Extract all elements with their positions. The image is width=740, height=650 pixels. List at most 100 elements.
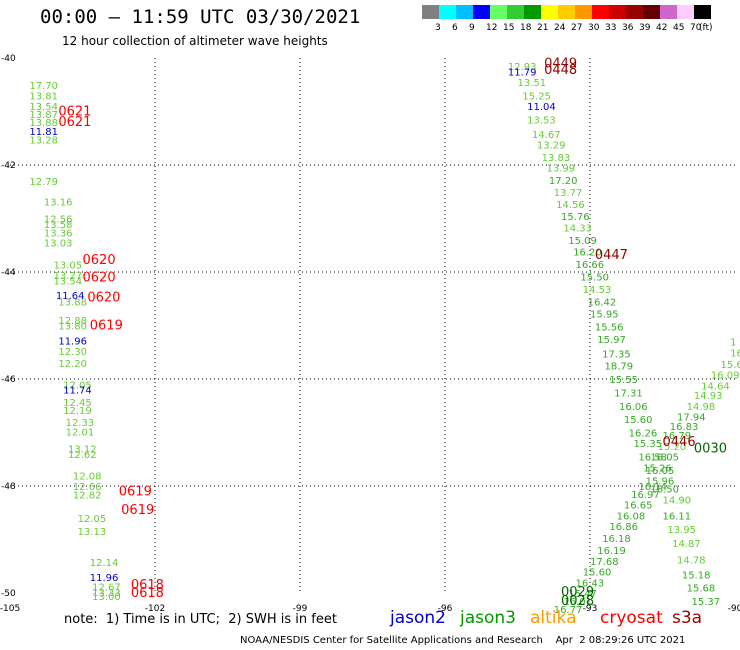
wave-height-label: 15.68 — [687, 584, 716, 595]
wave-height-label: 14.56 — [556, 200, 585, 211]
colorbar-label: 30 — [588, 23, 600, 33]
colorbar-swatch — [558, 5, 575, 19]
wave-height-label: 13.58 — [44, 220, 73, 231]
wave-height-label: 15.09 — [568, 236, 597, 247]
wave-height-label: 13.16 — [44, 197, 73, 208]
wave-height-label: 13.87 — [29, 110, 58, 121]
colorbar-label: 70 — [690, 23, 702, 33]
colorbar-swatch — [575, 5, 592, 19]
wave-height-label: 11.64 — [56, 291, 85, 302]
wave-height-label: 13.05 — [54, 261, 83, 272]
wave-height-label: 16.97 — [631, 490, 660, 501]
colorbar-swatch — [473, 5, 490, 19]
legend-jason2: jason2 — [390, 608, 446, 628]
wave-height-label: 12.05 — [63, 380, 92, 391]
lon-tick-label: -93 — [583, 604, 598, 614]
pass-time-label: 0620 — [83, 270, 116, 285]
pass-time-label: 0619 — [121, 503, 154, 518]
wave-height-label: 12.66 — [73, 482, 102, 493]
wave-height-label: 16.43 — [576, 578, 605, 589]
wave-height-label: 13.51 — [518, 78, 547, 89]
wave-height-label: 12.19 — [63, 406, 92, 417]
wave-height-label: 12.45 — [63, 398, 92, 409]
wave-height-label: 13.95 — [667, 525, 696, 536]
colorbar-swatch — [541, 5, 558, 19]
wave-height-label: 15.37 — [692, 597, 721, 608]
wave-height-label: 11.74 — [63, 386, 92, 397]
colorbar-label: 39 — [639, 23, 651, 33]
legend-jason3: jason3 — [460, 608, 516, 628]
wave-height-label: 16.58 — [638, 453, 667, 464]
colorbar-label: 18 — [520, 23, 532, 33]
wave-height-label: 15.76 — [561, 212, 590, 223]
colorbar-label: 45 — [673, 23, 685, 33]
wave-height-label: 17.31 — [614, 388, 643, 399]
colorbar-label: 27 — [571, 23, 583, 33]
wave-height-label: 15.26 — [643, 463, 672, 474]
wave-height-label: 12.88 — [58, 316, 87, 327]
wave-height-label: 16.06 — [619, 402, 648, 413]
wave-height-label: 15.55 — [609, 375, 638, 386]
wave-height-label: 14.90 — [663, 495, 692, 506]
lon-tick-label: -105 — [0, 604, 20, 614]
wave-height-label: 15.95 — [590, 310, 619, 321]
wave-height-label: 16.79 — [663, 431, 692, 442]
pass-time-label: 0620 — [87, 291, 120, 306]
wave-height-label: 16.20 — [573, 248, 602, 259]
colorbar-swatch — [439, 5, 456, 19]
lat-tick-label: -44 — [1, 268, 16, 278]
wave-height-label: 15.60 — [624, 415, 653, 426]
lat-tick-label: -50 — [1, 589, 16, 599]
wave-height-label: 13.83 — [542, 153, 571, 164]
colorbar-swatch — [609, 5, 626, 19]
colorbar-swatch — [660, 5, 677, 19]
wave-height-label: 15.56 — [595, 323, 624, 334]
wave-height-label: 14.98 — [687, 402, 716, 413]
wave-height-label: 11.96 — [58, 336, 87, 347]
lon-tick-label: -96 — [438, 604, 453, 614]
wave-height-label: 12.01 — [66, 427, 95, 438]
wave-height-label: 13.77 — [554, 188, 583, 199]
wave-height-label: 13.80 — [58, 322, 87, 333]
wave-height-label: 16.50 — [650, 485, 679, 496]
wave-height-label: 16. — [730, 348, 740, 359]
wave-height-label: 13.53 — [527, 116, 556, 127]
wave-height-label: 13.88 — [58, 297, 87, 308]
wave-height-label: 15.60 — [583, 568, 612, 579]
wave-height-label: 13.29 — [537, 141, 566, 152]
colorbar-label: 6 — [452, 23, 458, 33]
colorbar-swatch — [490, 5, 507, 19]
lat-tick-label: -48 — [1, 482, 16, 492]
wave-height-label: 15.18 — [682, 570, 711, 581]
pass-time-label: 0619 — [119, 484, 152, 499]
wave-height-label: 17.94 — [677, 412, 706, 423]
wave-height-label: 1 — [730, 338, 736, 349]
wave-height-label: 11.79 — [508, 67, 537, 78]
wave-height-label: 16.09 — [711, 371, 740, 382]
wave-height-label: 12.67 — [92, 583, 121, 594]
wave-height-label: 16.42 — [588, 297, 617, 308]
wave-height-label: 15.96 — [646, 477, 675, 488]
wave-height-label: 13.27 — [54, 271, 83, 282]
wave-height-label: 16.01 — [563, 597, 592, 608]
wave-height-label: 16.05 — [646, 466, 675, 477]
colorbar-label: 42 — [656, 23, 668, 33]
lat-tick-label: -46 — [1, 375, 16, 385]
pass-time-label: 0449 — [544, 56, 577, 71]
colorbar-swatch — [456, 5, 473, 19]
wave-height-label: 12.33 — [66, 418, 95, 429]
wave-height-label: 18.79 — [605, 362, 634, 373]
colorbar-label: 21 — [537, 23, 549, 33]
pass-time-label: 0447 — [595, 248, 628, 263]
wave-height-label: 14.87 — [672, 539, 701, 550]
wave-height-label: 15.20 — [658, 442, 687, 453]
wave-height-label: 16.83 — [670, 422, 699, 433]
wave-height-label: 13.54 — [29, 102, 58, 113]
wave-height-label: 13.54 — [54, 277, 83, 288]
pass-time-label: 0621 — [58, 105, 91, 120]
lon-tick-label: -102 — [145, 604, 165, 614]
wave-height-label: 17.20 — [549, 176, 578, 187]
colorbar-swatch — [524, 5, 541, 19]
page-title: 00:00 – 11:59 UTC 03/30/2021 — [40, 6, 361, 28]
